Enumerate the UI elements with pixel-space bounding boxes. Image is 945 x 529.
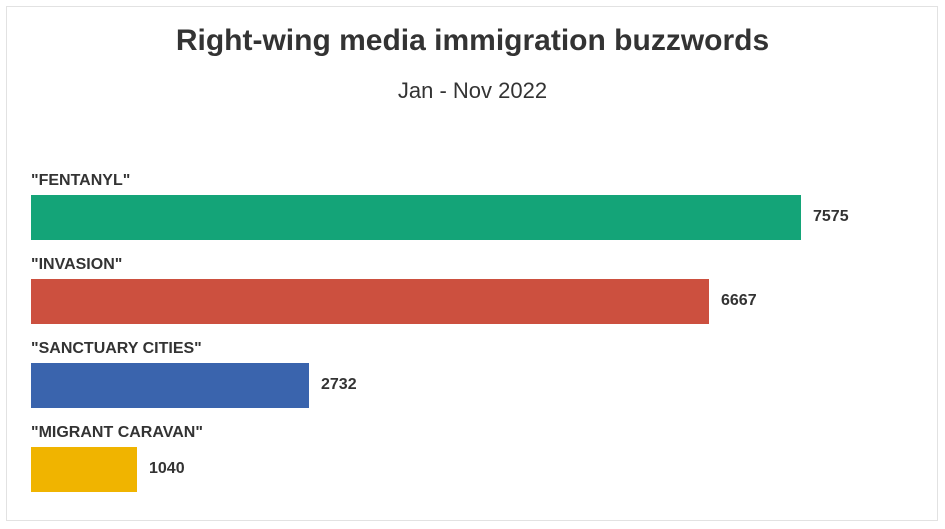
chart-subtitle: Jan - Nov 2022 <box>397 78 548 103</box>
bar-category-label: "INVASION" <box>31 256 123 273</box>
chart-title: Right-wing media immigration buzzwords <box>175 24 770 57</box>
bar-category-label: "SANCTUARY CITIES" <box>31 340 202 357</box>
bar-category-label: "FENTANYL" <box>31 172 131 189</box>
bar <box>31 363 309 408</box>
chart-frame <box>6 6 938 521</box>
bar-value-label: 2732 <box>321 376 357 393</box>
bar-value-label: 7575 <box>813 208 849 225</box>
bar <box>31 447 137 492</box>
bar-value-label: 6667 <box>721 292 757 309</box>
bar-category-label: "MIGRANT CARAVAN" <box>31 424 203 441</box>
bar <box>31 195 801 240</box>
bar-value-label: 1040 <box>149 460 185 477</box>
bar <box>31 279 709 324</box>
